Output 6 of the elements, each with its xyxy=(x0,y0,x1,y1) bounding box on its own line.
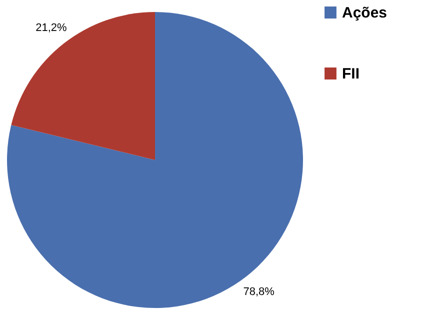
data-label: 21,2% xyxy=(36,22,68,34)
legend-label: Ações xyxy=(342,4,388,22)
pie-slice xyxy=(11,12,155,160)
data-label: 78,8% xyxy=(243,286,275,298)
pie-slice xyxy=(7,12,303,308)
legend-label: FII xyxy=(342,66,360,82)
